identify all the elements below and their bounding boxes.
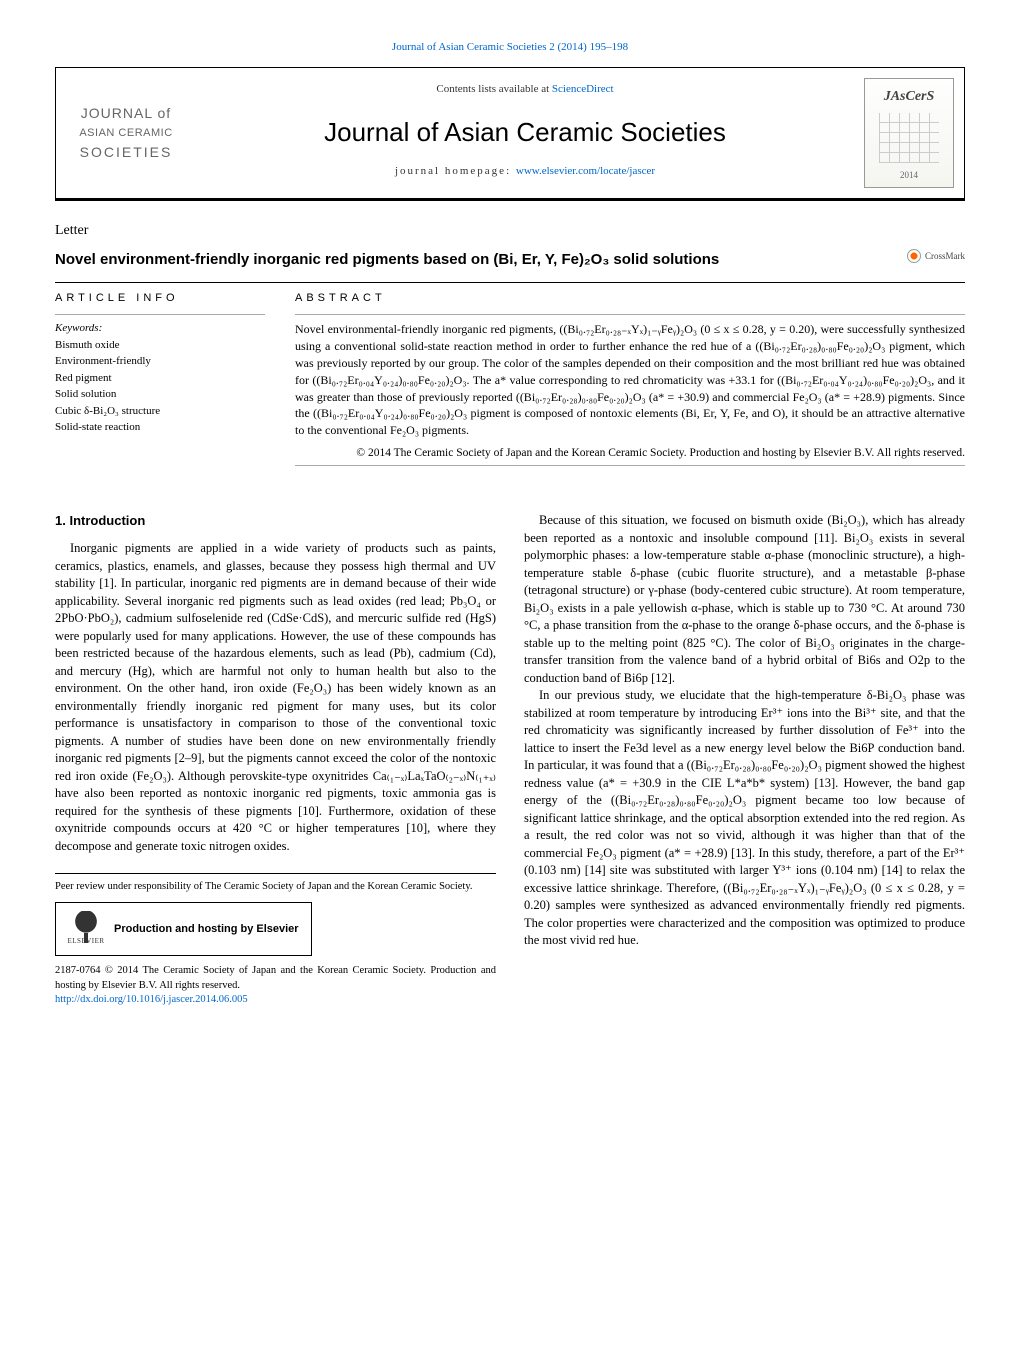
peer-review-note: Peer review under responsibility of The …: [55, 880, 496, 894]
logo-line-2: ASIAN CERAMIC: [66, 126, 186, 141]
keyword: Solid-state reaction: [55, 419, 265, 436]
abstract-heading: ABSTRACT: [295, 291, 965, 306]
abstract-text: Novel environmental-friendly inorganic r…: [295, 321, 965, 439]
keywords-list: Bismuth oxide Environment-friendly Red p…: [55, 337, 265, 436]
abstract-block: ABSTRACT Novel environmental-friendly in…: [295, 291, 965, 472]
elsevier-hosting-box: ELSEVIER Production and hosting by Elsev…: [55, 902, 312, 956]
sciencedirect-link[interactable]: ScienceDirect: [552, 83, 614, 95]
keyword: Solid solution: [55, 386, 265, 403]
paragraph: Inorganic pigments are applied in a wide…: [55, 540, 496, 855]
keywords-label: Keywords:: [55, 321, 265, 336]
cover-year: 2014: [900, 169, 918, 182]
divider: [55, 282, 965, 283]
homepage-link[interactable]: www.elsevier.com/locate/jascer: [516, 165, 655, 177]
journal-logo: JOURNAL of ASIAN CERAMIC SOCIETIES: [56, 68, 196, 198]
column-left: 1. Introduction Inorganic pigments are a…: [55, 512, 496, 1008]
citation-header: Journal of Asian Ceramic Societies 2 (20…: [55, 40, 965, 55]
column-right: Because of this situation, we focused on…: [524, 512, 965, 1008]
homepage-line: journal homepage: www.elsevier.com/locat…: [206, 164, 844, 179]
keyword: Bismuth oxide: [55, 337, 265, 354]
section-heading: 1. Introduction: [55, 512, 496, 530]
copyright-footer: 2187-0764 © 2014 The Ceramic Society of …: [55, 964, 496, 993]
cover-graphic: [879, 113, 939, 163]
contents-available: Contents lists available at ScienceDirec…: [206, 82, 844, 97]
crossmark-icon: [907, 249, 921, 263]
crossmark-label: CrossMark: [925, 250, 965, 263]
elsevier-tree-icon: [71, 911, 101, 937]
article-info-heading: ARTICLE INFO: [55, 291, 265, 306]
hosting-text: Production and hosting by Elsevier: [114, 922, 299, 936]
divider: [295, 314, 965, 315]
doi-link[interactable]: http://dx.doi.org/10.1016/j.jascer.2014.…: [55, 994, 248, 1005]
logo-line-3: SOCIETIES: [66, 143, 186, 163]
paragraph: Because of this situation, we focused on…: [524, 512, 965, 687]
citation-link[interactable]: Journal of Asian Ceramic Societies 2 (20…: [392, 41, 628, 53]
keyword: Environment-friendly: [55, 353, 265, 370]
cover-thumbnail-area: JAsCerS 2014: [854, 68, 964, 198]
paragraph: In our previous study, we elucidate that…: [524, 687, 965, 950]
article-info-block: ARTICLE INFO Keywords: Bismuth oxide Env…: [55, 291, 265, 472]
cover-label: JAsCerS: [884, 87, 935, 107]
keyword: Red pigment: [55, 370, 265, 387]
divider: [55, 314, 265, 315]
divider: [295, 465, 965, 466]
elsevier-logo: ELSEVIER: [68, 909, 104, 949]
footer-block: Peer review under responsibility of The …: [55, 873, 496, 1008]
journal-title: Journal of Asian Ceramic Societies: [206, 114, 844, 150]
article-title: Novel environment-friendly inorganic red…: [55, 249, 719, 270]
journal-header: JOURNAL of ASIAN CERAMIC SOCIETIES Conte…: [55, 67, 965, 201]
cover-thumbnail: JAsCerS 2014: [864, 78, 954, 188]
keyword: Cubic δ-Bi₂O₃ structure: [55, 403, 265, 420]
logo-line-1: JOURNAL of: [66, 104, 186, 124]
article-type: Letter: [55, 221, 965, 241]
crossmark-badge[interactable]: CrossMark: [907, 249, 965, 263]
abstract-copyright: © 2014 The Ceramic Society of Japan and …: [295, 445, 965, 461]
